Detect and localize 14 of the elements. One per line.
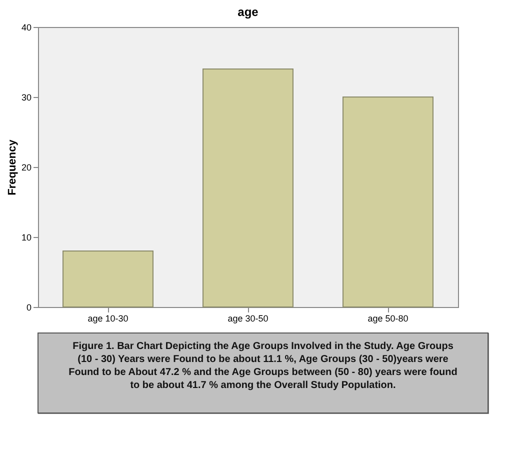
y-tick-label: 10 xyxy=(21,232,32,242)
y-tick-label: 40 xyxy=(21,22,32,32)
x-tick-label: age 30-50 xyxy=(228,314,268,324)
y-tick-label: 30 xyxy=(21,92,32,102)
x-tick-label: age 50-80 xyxy=(368,314,408,324)
bar xyxy=(342,96,434,308)
y-tick-label: 0 xyxy=(26,302,32,312)
bar xyxy=(62,250,154,308)
caption: Figure 1. Bar Chart Depicting the Age Groups Involved in the Study. Age Groups (10 - 30) Years were Found to be about 11.1 %, Age Groups (30 - 50)years were Found to be About 47.2 % and the Age Groups between (50 - 80) years were found to be about 41.7 % among the Overall Study Population. xyxy=(68,341,458,391)
y-tick-label: 20 xyxy=(21,162,32,172)
chart-title: age xyxy=(238,5,259,19)
bar xyxy=(202,68,294,308)
x-tick-label: age 10-30 xyxy=(88,314,128,324)
y-axis-title: Frequency xyxy=(6,138,18,196)
